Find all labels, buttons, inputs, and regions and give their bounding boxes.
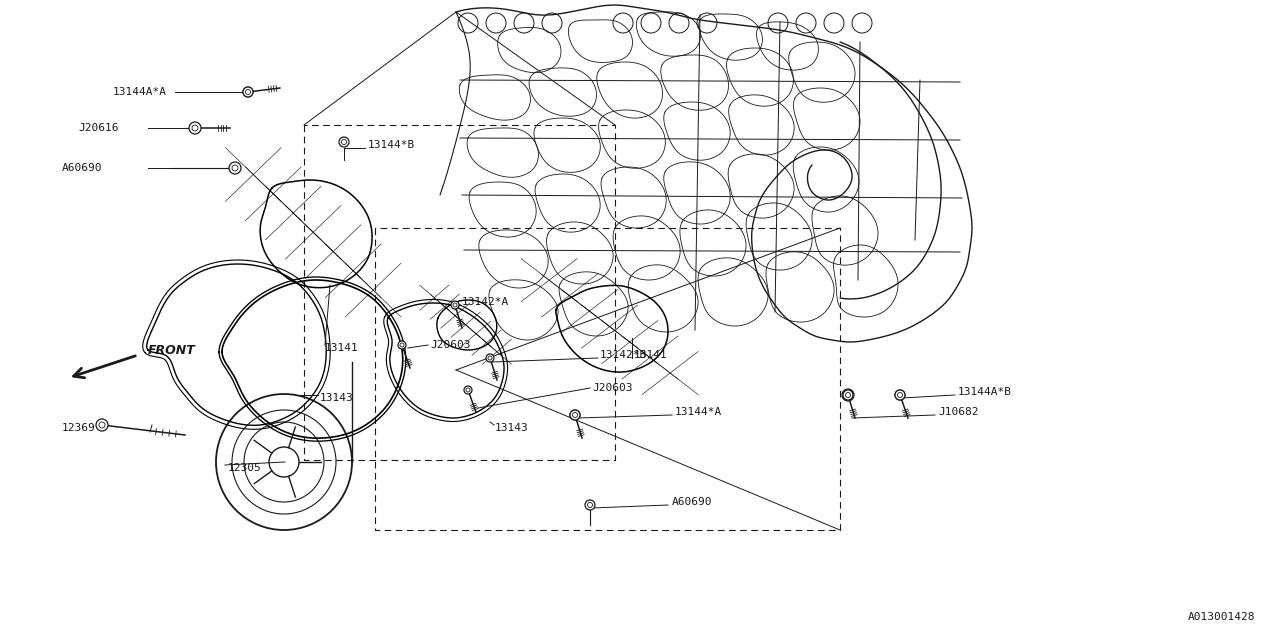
Circle shape bbox=[585, 500, 595, 510]
Circle shape bbox=[229, 162, 241, 174]
Circle shape bbox=[844, 390, 852, 400]
Text: 13144*B: 13144*B bbox=[369, 140, 415, 150]
Text: 13142*A: 13142*A bbox=[462, 297, 509, 307]
Text: FRONT: FRONT bbox=[148, 344, 196, 356]
Circle shape bbox=[243, 87, 253, 97]
Text: 13143: 13143 bbox=[495, 423, 529, 433]
Circle shape bbox=[842, 389, 854, 401]
Text: J10682: J10682 bbox=[938, 407, 978, 417]
Circle shape bbox=[451, 301, 460, 309]
Circle shape bbox=[895, 390, 905, 400]
Text: 13141: 13141 bbox=[325, 343, 358, 353]
Text: J20603: J20603 bbox=[430, 340, 471, 350]
Circle shape bbox=[486, 354, 494, 362]
Text: 13142*B: 13142*B bbox=[600, 350, 648, 360]
Text: A60690: A60690 bbox=[672, 497, 713, 507]
Circle shape bbox=[465, 386, 472, 394]
Text: 13144A*A: 13144A*A bbox=[113, 87, 166, 97]
Circle shape bbox=[269, 447, 300, 477]
Text: 12369: 12369 bbox=[61, 423, 96, 433]
Circle shape bbox=[570, 410, 580, 420]
Circle shape bbox=[570, 410, 580, 420]
Text: A013001428: A013001428 bbox=[1188, 612, 1254, 622]
Text: J20616: J20616 bbox=[78, 123, 119, 133]
Text: 13144*A: 13144*A bbox=[675, 407, 722, 417]
Text: 13144A*B: 13144A*B bbox=[957, 387, 1012, 397]
Text: A60690: A60690 bbox=[61, 163, 102, 173]
Text: 13143: 13143 bbox=[320, 393, 353, 403]
Text: 12305: 12305 bbox=[228, 463, 261, 473]
Circle shape bbox=[243, 87, 253, 97]
Circle shape bbox=[398, 341, 406, 349]
Circle shape bbox=[189, 122, 201, 134]
Circle shape bbox=[895, 390, 905, 400]
Circle shape bbox=[339, 137, 349, 147]
Text: 13141: 13141 bbox=[634, 350, 668, 360]
Text: J20603: J20603 bbox=[593, 383, 632, 393]
Circle shape bbox=[96, 419, 108, 431]
